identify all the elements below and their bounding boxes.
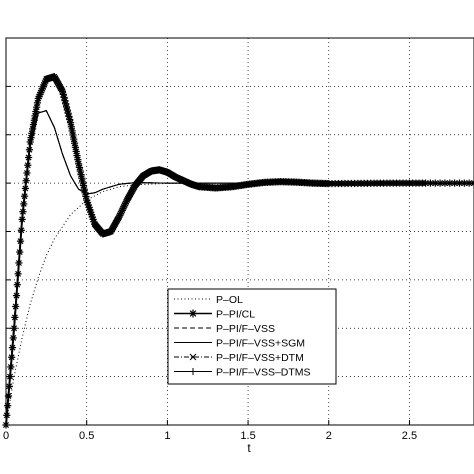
series-1-marker bbox=[26, 138, 34, 146]
legend-box bbox=[167, 288, 337, 385]
series-1-marker bbox=[33, 103, 41, 111]
series-1-marker bbox=[12, 302, 20, 311]
series-1-marker bbox=[18, 215, 26, 224]
series-1-marker bbox=[31, 112, 39, 120]
series-1-marker bbox=[21, 184, 29, 193]
series-1-marker bbox=[20, 200, 28, 208]
series-1-marker bbox=[29, 120, 38, 129]
legend-item-1: P–PI/CL bbox=[174, 308, 255, 320]
legend-label: P–PI/F–VSS+SGM bbox=[216, 337, 305, 349]
series-1-marker bbox=[13, 281, 21, 289]
series-line-0 bbox=[5, 182, 474, 426]
series-1-marker bbox=[446, 179, 454, 187]
legend-item-2: P–PI/F–VSS bbox=[174, 323, 275, 335]
series-1-marker bbox=[29, 125, 37, 133]
series-1-marker bbox=[10, 324, 18, 332]
series-1-marker bbox=[32, 107, 40, 116]
series-1-marker bbox=[17, 226, 25, 234]
series-1-marker bbox=[30, 116, 38, 124]
legend-label: P–PI/F–VSS bbox=[216, 323, 275, 335]
series-1-marker bbox=[441, 179, 449, 187]
x-tick-label: 2 bbox=[326, 430, 332, 442]
x-tick-label: 2.5 bbox=[402, 430, 417, 442]
series-1-marker bbox=[5, 382, 13, 390]
series-1-marker bbox=[27, 134, 35, 142]
series-1-marker bbox=[20, 192, 29, 200]
x-axis-title: t bbox=[247, 441, 251, 455]
legend-item-5: P–PI/F–VSS–DTMS bbox=[174, 366, 311, 378]
series-1-marker bbox=[8, 344, 17, 352]
legend-item-4: P–PI/F–VSS+DTM bbox=[174, 352, 304, 364]
series-1-marker bbox=[24, 153, 33, 162]
series-1-marker bbox=[470, 179, 474, 187]
series-1-marker bbox=[15, 259, 23, 267]
legend-label: P–OL bbox=[216, 294, 243, 306]
x-tick-label: 1 bbox=[164, 430, 170, 442]
series-1-marker bbox=[7, 363, 15, 371]
series-1-marker bbox=[11, 313, 19, 321]
legend: P–OL P–PI/CL P–PI/F–VSS P–PI/F–VSS+SGM P–PI/… bbox=[167, 288, 337, 385]
series-1-marker bbox=[75, 163, 84, 172]
legend-label: P–PI/F–VSS–DTMS bbox=[216, 366, 311, 378]
series-1-marker bbox=[68, 127, 76, 135]
series-1-marker bbox=[28, 129, 36, 137]
series-1-marker bbox=[8, 353, 16, 361]
series-layer bbox=[2, 73, 474, 429]
series-1-marker bbox=[16, 248, 24, 256]
series-1 bbox=[2, 73, 474, 429]
series-1-marker bbox=[465, 179, 473, 187]
x-tick-label: 0 bbox=[3, 430, 9, 442]
series-1-marker bbox=[3, 411, 11, 419]
legend-label: P–PI/CL bbox=[216, 308, 255, 320]
series-1-marker bbox=[19, 208, 27, 216]
series-1-marker bbox=[72, 147, 80, 156]
series-1-marker bbox=[23, 169, 31, 177]
series-1-marker bbox=[16, 237, 25, 245]
series-1-marker bbox=[25, 146, 33, 154]
axis-ticks bbox=[5, 85, 410, 426]
legend-marker bbox=[189, 309, 197, 318]
series-1-marker bbox=[14, 270, 22, 278]
series-1-marker bbox=[24, 161, 32, 169]
legend-label: P–PI/F–VSS+DTM bbox=[216, 352, 304, 364]
tick-labels: 0 0.5 1 1.5 2 2.5 bbox=[3, 430, 417, 442]
grid bbox=[6, 38, 474, 425]
series-1-marker bbox=[81, 189, 89, 197]
series-1-marker bbox=[9, 334, 17, 342]
series-1-marker bbox=[22, 177, 30, 185]
series-1-marker bbox=[33, 99, 42, 107]
series-1-marker bbox=[12, 291, 21, 300]
legend-item-3: P–PI/F–VSS+SGM bbox=[174, 337, 305, 349]
series-0 bbox=[5, 182, 474, 426]
legend-marker bbox=[189, 353, 197, 361]
series-1-marker bbox=[4, 402, 12, 410]
legend-marker bbox=[189, 368, 197, 375]
legend-item-0: P–OL bbox=[174, 294, 243, 306]
series-1-marker bbox=[431, 179, 439, 187]
x-tick-label: 0.5 bbox=[79, 430, 94, 442]
x-tick-label: 1.5 bbox=[240, 430, 255, 442]
